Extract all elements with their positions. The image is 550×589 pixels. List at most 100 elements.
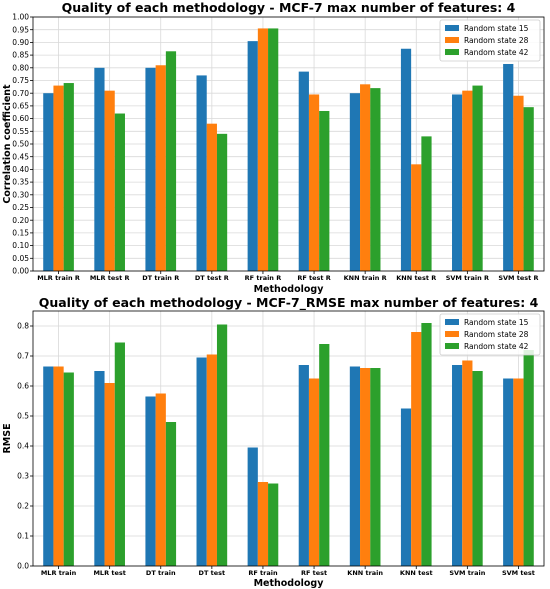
x-tick-label: RF train bbox=[248, 569, 278, 577]
legend-box bbox=[439, 19, 541, 62]
x-tick-label: KNN train bbox=[347, 569, 383, 577]
chart-1: 0.00 0.05 0.10 0.15 0.20 0.25 0.30 0.35 0.40 0.45… bbox=[2, 0, 545, 295]
bar-random-state-42-6 bbox=[319, 110, 330, 271]
bar-random-state-42-10 bbox=[523, 350, 534, 566]
x-tick-label: RF test R bbox=[297, 274, 330, 282]
y-axis-label: RMSE bbox=[2, 423, 13, 453]
bar-random-state-15-10 bbox=[503, 378, 514, 566]
y-tick-label: 0.2 bbox=[17, 502, 29, 511]
y-tick-label: 1.00 bbox=[12, 13, 29, 22]
legend-label: Random state 15 bbox=[464, 24, 529, 33]
y-tick-label: 0.45 bbox=[12, 152, 29, 161]
bar-random-state-42-2 bbox=[114, 113, 125, 272]
y-tick-label: 0.40 bbox=[12, 165, 29, 174]
bar-random-state-28-1 bbox=[53, 366, 64, 566]
bar-random-state-28-9 bbox=[462, 360, 473, 566]
legend-box bbox=[439, 313, 541, 356]
bar-random-state-15-4 bbox=[196, 357, 207, 566]
bar-random-state-42-9 bbox=[472, 85, 483, 271]
y-tick-label: 0.4 bbox=[17, 442, 29, 451]
bar-random-state-15-1 bbox=[43, 366, 54, 566]
y-tick-label: 0.50 bbox=[12, 140, 29, 149]
x-tick-label: KNN test bbox=[400, 569, 433, 577]
bar-random-state-28-2 bbox=[104, 90, 115, 271]
x-tick-label: MLR test R bbox=[90, 274, 130, 282]
y-tick-label: 0.05 bbox=[12, 254, 29, 263]
x-tick-label: SVM test R bbox=[498, 274, 538, 282]
bar-random-state-15-6 bbox=[298, 71, 309, 271]
x-tick-label: SVM train R bbox=[446, 274, 489, 282]
bar-random-state-28-10 bbox=[513, 95, 524, 272]
x-tick-label: RF test bbox=[301, 569, 327, 577]
bar-random-state-15-3 bbox=[145, 67, 156, 271]
legend: Random state 15 Random state 28 Random sta… bbox=[439, 19, 541, 62]
chart-title: Quality of each methodology - MCF-7 max … bbox=[62, 0, 516, 15]
y-tick-label: 0.3 bbox=[17, 472, 29, 481]
bar-random-state-42-2 bbox=[114, 342, 125, 566]
chart-title: Quality of each methodology - MCF-7_RMSE… bbox=[39, 295, 539, 311]
bar-random-state-28-3 bbox=[155, 65, 166, 271]
bar-random-state-42-3 bbox=[165, 51, 177, 271]
legend-swatch bbox=[445, 331, 459, 337]
y-tick-label: 0.75 bbox=[12, 76, 29, 85]
x-tick-label: SVM test bbox=[502, 569, 535, 577]
bar-random-state-42-6 bbox=[319, 344, 330, 566]
y-axis-label: Correlation coefficient bbox=[2, 84, 13, 204]
bar-random-state-15-9 bbox=[452, 94, 463, 271]
y-tick-label: 0.5 bbox=[17, 412, 29, 421]
bar-random-state-28-2 bbox=[104, 383, 115, 566]
y-tick-label: 0.0 bbox=[17, 562, 29, 571]
legend-label: Random state 15 bbox=[464, 318, 529, 327]
x-tick-label: MLR train bbox=[41, 569, 77, 577]
bar-random-state-28-4 bbox=[206, 123, 217, 272]
bar-random-state-15-5 bbox=[247, 41, 258, 271]
bar-random-state-28-3 bbox=[155, 393, 166, 566]
bar-random-state-15-10 bbox=[503, 63, 514, 271]
bar-random-state-42-7 bbox=[370, 88, 381, 272]
y-tick-label: 0.00 bbox=[12, 267, 29, 276]
bar-random-state-42-4 bbox=[216, 133, 228, 271]
bar-random-state-28-7 bbox=[360, 368, 371, 566]
bar-random-state-42-1 bbox=[63, 83, 74, 271]
y-tick-label: 0.55 bbox=[12, 127, 29, 136]
x-tick-label: SVM train bbox=[449, 569, 485, 577]
bar-random-state-15-9 bbox=[452, 365, 463, 566]
y-tick-label: 0.7 bbox=[17, 352, 29, 361]
bar-random-state-28-8 bbox=[411, 164, 422, 271]
y-tick-label: 0.65 bbox=[12, 102, 29, 111]
bar-random-state-42-10 bbox=[523, 107, 534, 271]
bar-random-state-28-7 bbox=[360, 84, 371, 271]
bar-random-state-42-7 bbox=[370, 368, 381, 566]
legend-swatch bbox=[445, 37, 459, 43]
bar-random-state-15-8 bbox=[400, 408, 412, 566]
legend-swatch bbox=[445, 319, 459, 325]
x-tick-label: DT test bbox=[199, 569, 226, 577]
y-tick-label: 0.1 bbox=[17, 532, 29, 541]
bar-random-state-15-6 bbox=[298, 365, 309, 566]
x-tick-label: DT train R bbox=[142, 274, 179, 282]
y-tick-label: 0.6 bbox=[17, 382, 29, 391]
legend-label: Random state 42 bbox=[464, 342, 529, 351]
bar-random-state-28-5 bbox=[257, 482, 269, 566]
legend: Random state 15 Random state 28 Random sta… bbox=[439, 313, 541, 356]
bar-random-state-15-4 bbox=[196, 75, 207, 271]
bar-random-state-42-4 bbox=[216, 324, 228, 566]
bar-random-state-28-6 bbox=[308, 94, 320, 271]
x-tick-label: MLR test bbox=[93, 569, 125, 577]
y-tick-label: 0.10 bbox=[12, 241, 29, 250]
bar-random-state-28-4 bbox=[206, 354, 217, 566]
bar-random-state-15-5 bbox=[247, 447, 258, 566]
legend-swatch bbox=[445, 343, 459, 349]
x-tick-label: DT train bbox=[146, 569, 176, 577]
bar-random-state-15-2 bbox=[94, 67, 105, 271]
y-tick-label: 0.85 bbox=[12, 51, 29, 60]
y-tick-label: 0.90 bbox=[12, 38, 29, 47]
bar-random-state-28-8 bbox=[411, 332, 422, 566]
y-tick-label: 0.80 bbox=[12, 63, 29, 72]
legend-label: Random state 28 bbox=[464, 36, 529, 45]
y-tick-label: 0.60 bbox=[12, 114, 29, 123]
bar-random-state-42-5 bbox=[268, 28, 279, 272]
y-tick-label: 0.25 bbox=[12, 203, 29, 212]
plot-frame bbox=[32, 310, 545, 567]
